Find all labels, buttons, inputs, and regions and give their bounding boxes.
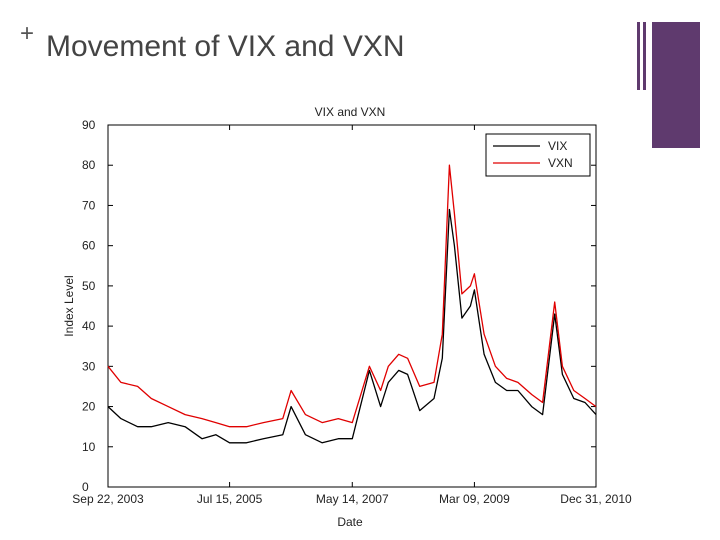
decor-bar-left (637, 22, 640, 90)
chart-title: VIX and VXN (315, 105, 386, 119)
y-tick-label: 60 (82, 239, 96, 253)
series-line-vix (107, 208, 597, 444)
x-tick-label: Jul 15, 2005 (197, 492, 263, 506)
legend-box (485, 133, 591, 177)
bullet-plus-icon: + (20, 20, 35, 47)
y-tick-label: 40 (82, 319, 96, 333)
legend-label-vix: VIX (548, 139, 567, 153)
x-tick-label: Sep 22, 2003 (72, 492, 144, 506)
y-tick-label: 20 (82, 400, 96, 414)
x-axis: Sep 22, 2003 Jul 15, 2005 May 14, 2007 Mar … (72, 125, 632, 506)
y-axis: 0 10 20 30 40 50 60 70 80 90 (82, 118, 596, 494)
y-tick-label: 70 (82, 198, 96, 212)
y-tick-label: 80 (82, 158, 96, 172)
x-tick-label: May 14, 2007 (316, 492, 389, 506)
slide-title: Movement of VIX and VXN (46, 30, 405, 63)
legend: VIX VXN (485, 133, 591, 177)
y-tick-label: 0 (82, 480, 89, 494)
x-tick-label: Mar 09, 2009 (439, 492, 510, 506)
series-line-vxn (107, 164, 597, 428)
series-group (107, 164, 597, 444)
y-tick-label: 90 (82, 118, 96, 132)
legend-label-vxn: VXN (548, 156, 573, 170)
decor-block-right (652, 22, 700, 148)
plot-frame (107, 124, 597, 488)
y-axis-label: Index Level (62, 275, 76, 336)
y-tick-label: 30 (82, 359, 96, 373)
x-tick-label: Dec 31, 2010 (560, 492, 632, 506)
y-tick-label: 50 (82, 279, 96, 293)
x-axis-label: Date (337, 515, 363, 529)
decor-bar-middle (643, 22, 646, 90)
y-tick-label: 10 (82, 440, 96, 454)
